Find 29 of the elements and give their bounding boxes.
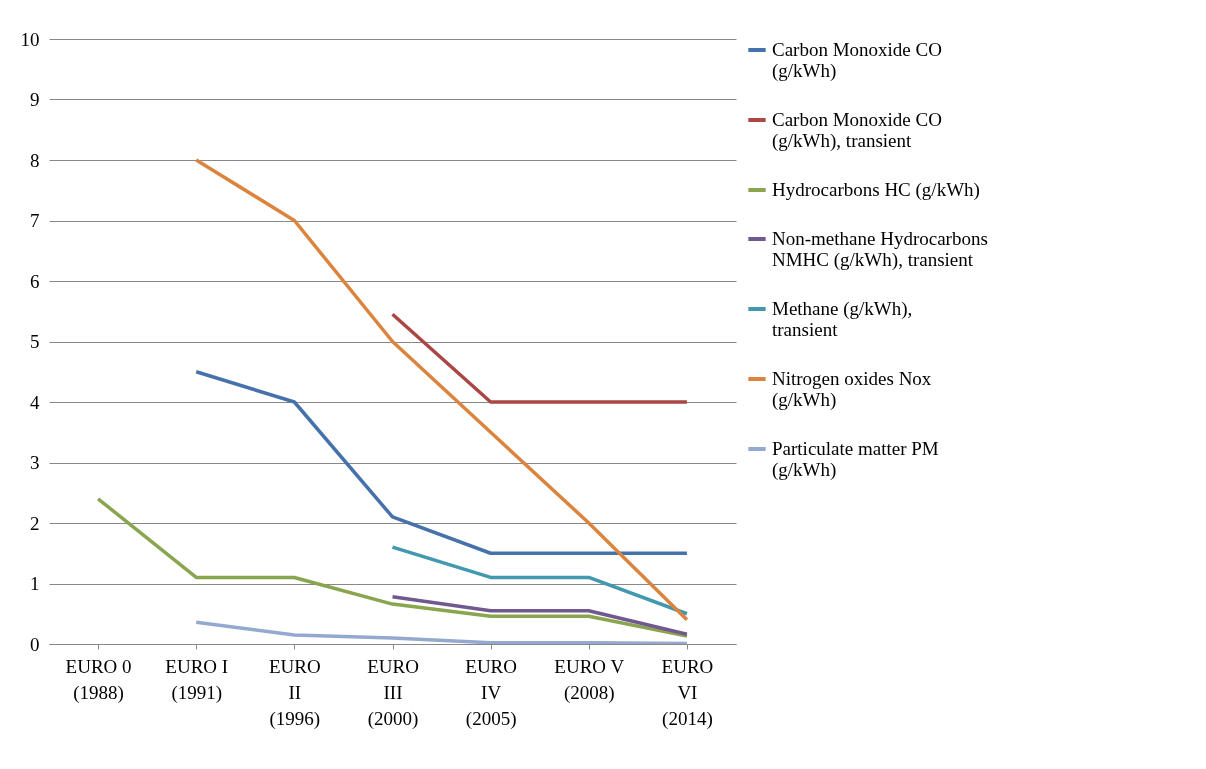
y-tick-label: 6 xyxy=(30,270,40,292)
x-tick-label: EURO 0 (1988) xyxy=(65,655,132,704)
legend-label: Non-methane Hydrocarbons NMHC (g/kWh), transient xyxy=(772,228,988,271)
legend-label: Carbon Monoxide CO (g/kWh), transient xyxy=(772,109,942,152)
x-tick-label: EURO II (1996) xyxy=(268,655,321,730)
y-tick-label: 1 xyxy=(30,573,40,594)
y-tick-label: 5 xyxy=(30,331,40,352)
line-series xyxy=(96,497,689,638)
y-tick-label: 2 xyxy=(30,512,40,534)
x-tick-label: EURO IV (2005) xyxy=(465,655,518,730)
y-tick-label: 7 xyxy=(30,210,40,231)
legend-label: Hydrocarbons HC (g/kWh) xyxy=(772,179,980,201)
legend-label: Particulate matter PM (g/kWh) xyxy=(772,438,939,481)
line-series xyxy=(194,158,689,622)
y-tick-label: 4 xyxy=(30,391,40,413)
y-tick-label: 9 xyxy=(30,89,40,110)
legend-label: Methane (g/kWh), transient xyxy=(772,298,913,340)
legend-label: Carbon Monoxide CO (g/kWh) xyxy=(772,39,942,82)
line-series xyxy=(194,620,689,644)
line-series xyxy=(194,370,689,555)
y-tick-label: 10 xyxy=(20,28,40,50)
x-tick-label: EURO III (2000) xyxy=(367,655,419,730)
y-tick-label: 3 xyxy=(30,452,40,473)
y-tick-label: 0 xyxy=(30,633,40,655)
legend-label: Nitrogen oxides Nox (g/kWh) xyxy=(772,368,932,411)
x-tick-label: EURO V (2008) xyxy=(554,655,625,704)
x-tick-label: EURO I (1991) xyxy=(165,655,229,704)
y-tick-label: 8 xyxy=(30,149,40,171)
x-tick-label: EURO VI (2014) xyxy=(661,655,714,730)
